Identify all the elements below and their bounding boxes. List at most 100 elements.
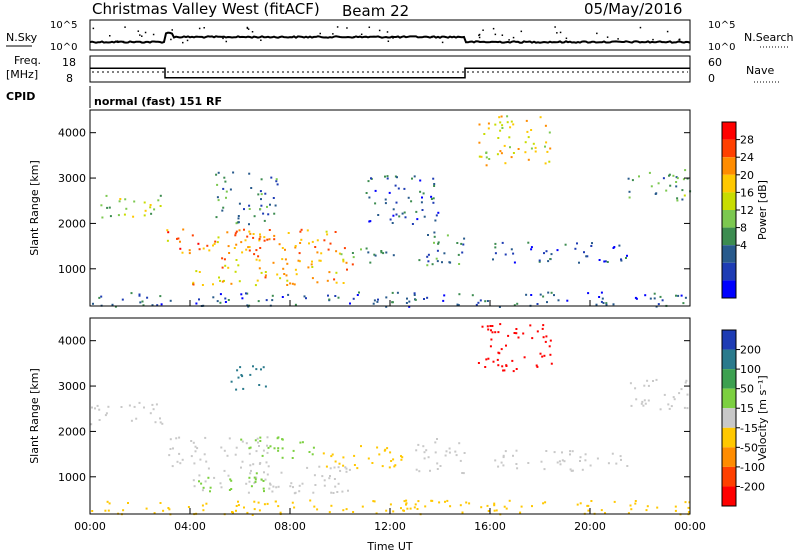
range-time-cell [375,512,378,515]
range-time-cell [595,303,598,306]
range-time-cell [494,123,497,126]
range-time-cell [208,249,211,252]
nsearch-dot [478,36,481,39]
power-ylabel: Slant Range [km] [28,160,41,256]
range-time-cell [155,403,158,406]
power-x-axis-ticks [89,300,691,306]
range-time-cell [228,489,231,491]
range-time-cell [238,280,241,283]
range-time-cell [626,465,629,467]
range-time-cell [443,294,446,297]
range-time-cell [337,296,340,299]
range-time-cell [241,440,244,443]
range-time-cell [405,503,407,506]
range-time-cell [258,259,261,262]
range-time-cell [128,404,131,407]
nsearch-dot [431,36,433,39]
range-time-cell [558,460,561,463]
range-time-cell [484,366,487,368]
range-time-cell [618,244,621,247]
range-time-cell [548,345,551,348]
range-time-cell [394,184,397,187]
range-time-cell [235,388,238,391]
range-time-cell [506,115,509,118]
range-time-cell [341,490,344,493]
range-time-cell [248,172,251,175]
velocity-panel: 1000 2000 3000 4000 00:00 04:00 08:00 12:00 16:… [28,317,706,553]
range-time-cell [239,366,242,369]
range-time-cell [213,242,216,245]
range-time-cell [248,447,251,450]
range-time-cell [579,502,582,505]
nsearch-dot [109,35,111,37]
range-time-cell [501,365,504,368]
range-time-cell [234,232,237,235]
range-time-cell [207,476,210,479]
range-time-cell [411,177,413,180]
range-time-cell [248,249,251,252]
range-time-cell [542,295,545,298]
range-time-cell [259,235,262,238]
range-time-cell [193,485,196,488]
range-time-cell [105,412,108,415]
range-time-cell [388,191,391,194]
range-time-cell [513,332,516,334]
range-time-cell [292,486,294,489]
range-time-cell [229,188,232,191]
range-time-cell [149,204,152,206]
nsearch-dot [353,36,355,38]
range-time-cell [468,502,471,505]
range-time-cell [485,164,488,167]
range-time-cell [167,231,170,234]
range-time-cell [149,206,152,209]
range-time-cell [229,478,232,481]
freq-panel: Freq. [MHz] 18 8 60 0 Nave [6,54,780,85]
range-time-cell [276,273,279,276]
range-time-cell [237,221,240,224]
range-time-cell [449,505,452,508]
range-time-cell [250,469,252,472]
range-time-cell [503,505,506,508]
range-time-cell [625,257,627,259]
range-time-cell [241,375,244,378]
range-time-cell [159,295,162,298]
range-time-cell [265,299,268,302]
range-time-cell [634,387,637,390]
nsearch-dot [378,29,381,32]
range-time-cell [272,197,275,199]
range-time-cell [603,260,606,263]
range-time-cell [686,177,689,180]
range-time-cell [667,403,670,406]
range-time-cell [670,405,673,408]
range-time-cell [247,246,250,249]
range-time-cell [257,441,259,444]
range-time-cell [455,454,458,457]
range-time-cell [550,291,553,294]
range-time-cell [538,260,541,263]
range-time-cell [277,449,280,452]
frequency-trace [90,67,690,79]
range-time-cell [427,260,430,263]
range-time-cell [312,446,315,449]
range-time-cell [159,205,162,207]
range-time-cell [374,202,377,205]
range-time-cell [569,450,572,453]
range-time-cell [604,512,606,515]
range-time-cell [265,461,268,464]
range-time-cell [579,460,581,462]
nsearch-dot [492,27,495,30]
range-time-cell [289,485,292,488]
range-time-cell [627,177,630,180]
range-time-cell [502,369,505,372]
range-time-cell [600,291,603,294]
range-time-cell [328,298,331,301]
nsky-trace [89,31,691,44]
range-time-cell [433,235,436,238]
nsky-label: N.Sky [6,31,38,44]
range-time-cell [308,242,310,245]
colorbar-segment [722,174,736,193]
range-time-cell [553,294,555,297]
range-time-cell [426,264,429,267]
range-time-cell [291,282,294,285]
range-time-cell [234,270,237,273]
